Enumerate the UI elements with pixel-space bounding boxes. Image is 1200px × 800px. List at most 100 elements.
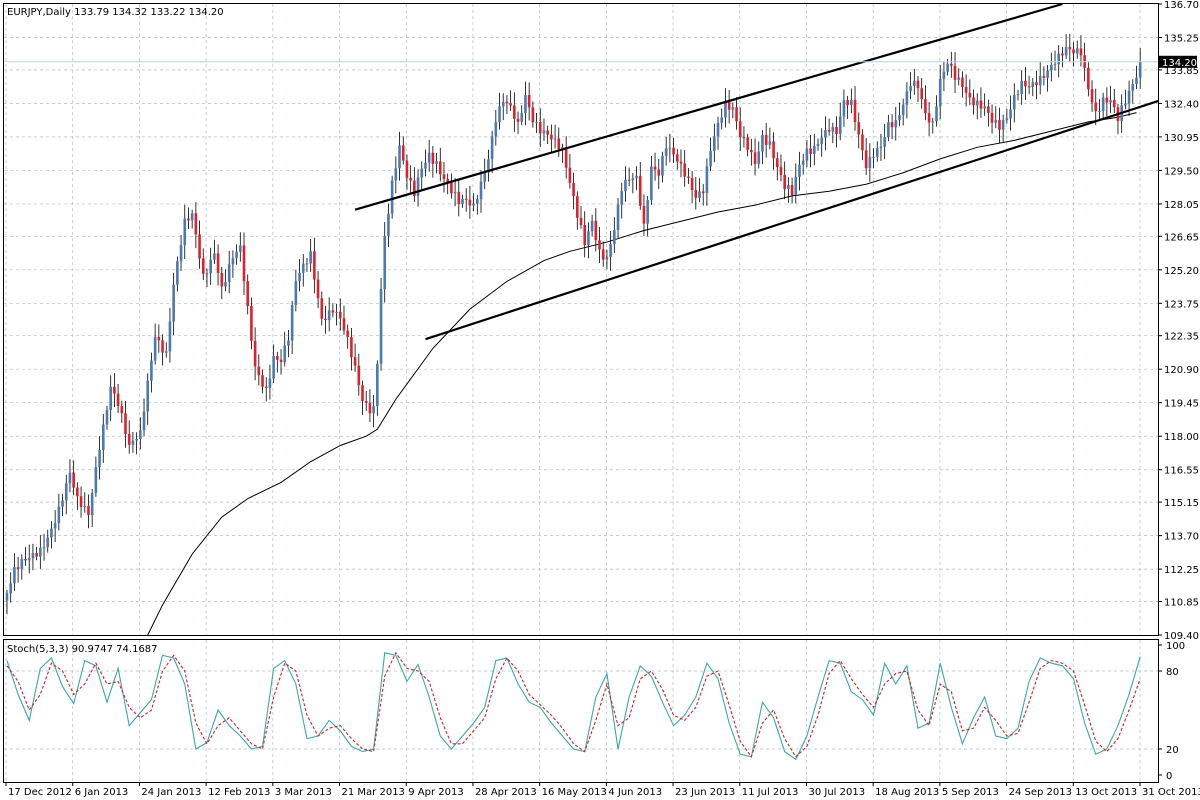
candle-body	[487, 159, 490, 173]
candle	[46, 529, 50, 553]
time-tick-label: 9 Apr 2013	[408, 787, 463, 798]
candle	[575, 191, 579, 230]
candle-body	[1027, 86, 1031, 88]
candle-body	[316, 279, 320, 299]
candle	[798, 151, 801, 191]
candle-body	[83, 505, 87, 507]
candle	[309, 239, 312, 272]
candle	[94, 456, 98, 497]
candle	[101, 414, 105, 463]
candle-body	[287, 340, 290, 346]
candle-body	[912, 80, 916, 86]
candle-body	[76, 487, 79, 497]
time-tick-label: 5 Sep 2013	[942, 787, 999, 798]
candle	[827, 118, 831, 136]
candle-body	[272, 355, 275, 379]
candle-body	[87, 505, 90, 516]
candle	[753, 138, 757, 176]
candle-body	[187, 218, 190, 221]
candle-body	[1053, 64, 1057, 66]
candle	[864, 138, 868, 176]
candle	[905, 82, 909, 119]
candle-body	[538, 122, 542, 134]
candle-body	[246, 281, 250, 307]
candle	[35, 546, 38, 561]
stoch-main-line	[6, 652, 1141, 761]
candle-body	[1005, 118, 1009, 121]
candle	[476, 195, 479, 215]
candle-body	[979, 100, 983, 109]
candle-body	[261, 375, 264, 387]
candle	[472, 193, 475, 212]
candle	[68, 459, 72, 493]
candle	[405, 154, 409, 190]
candle	[257, 354, 261, 386]
price-tick-label: 125.20	[1164, 266, 1199, 277]
candle-body	[975, 100, 979, 106]
candle	[187, 207, 190, 230]
candle-body	[716, 122, 720, 137]
time-tick-label: 24 Jan 2013	[141, 787, 201, 798]
candle-body	[450, 183, 453, 194]
candle-body	[924, 99, 927, 114]
time-tick-label: 21 Mar 2013	[342, 787, 405, 798]
candle-body	[35, 552, 38, 557]
candle	[542, 118, 546, 141]
candle	[268, 364, 272, 400]
candle-body	[864, 150, 868, 169]
candle-body	[690, 177, 694, 191]
candle	[498, 92, 501, 130]
candle-body	[813, 146, 816, 154]
candle-body	[413, 180, 416, 197]
candle-body	[1098, 111, 1101, 113]
candle	[646, 195, 649, 237]
candle-body	[783, 174, 786, 190]
candle-body	[898, 115, 901, 121]
current-price-marker: 134.20	[4, 55, 1197, 69]
trendline	[354, 2, 1063, 211]
candle-body	[113, 386, 116, 394]
candle-body	[753, 152, 757, 164]
candle-body	[1105, 97, 1109, 103]
candle	[979, 87, 983, 118]
candle	[631, 172, 635, 194]
candle	[24, 547, 27, 566]
candle-body	[542, 130, 546, 134]
candle-body	[698, 191, 701, 198]
candle-body	[379, 289, 383, 364]
candle-body	[305, 263, 309, 265]
candle-body	[605, 256, 609, 260]
candle-body	[231, 258, 235, 265]
candle-body	[613, 230, 616, 245]
candle-body	[457, 191, 461, 205]
candle-body	[409, 177, 412, 181]
candle-body	[809, 148, 812, 154]
candle	[527, 82, 531, 121]
price-tick-label: 136.70	[1164, 0, 1199, 11]
candle-body	[294, 281, 298, 306]
candle	[775, 152, 779, 181]
candle	[27, 544, 31, 574]
candle-body	[416, 177, 420, 197]
candle-body	[220, 272, 224, 287]
candle	[594, 208, 598, 252]
candle	[9, 572, 13, 603]
candle-body	[235, 251, 238, 259]
candle	[279, 349, 283, 375]
candle-body	[990, 112, 994, 123]
candle-body	[401, 145, 405, 161]
candle	[920, 78, 923, 109]
candle	[190, 209, 194, 229]
candle-body	[479, 181, 483, 200]
time-tick-label: 16 May 2013	[542, 787, 607, 798]
candle	[616, 198, 620, 238]
candle	[1024, 66, 1027, 100]
time-tick-label: 23 Jun 2013	[675, 787, 735, 798]
candle	[120, 400, 124, 423]
candle-body	[194, 213, 198, 235]
candle-body	[420, 168, 424, 178]
candle	[535, 113, 538, 134]
candle	[1042, 66, 1046, 86]
candle-body	[646, 200, 649, 224]
candle-body	[827, 130, 831, 132]
